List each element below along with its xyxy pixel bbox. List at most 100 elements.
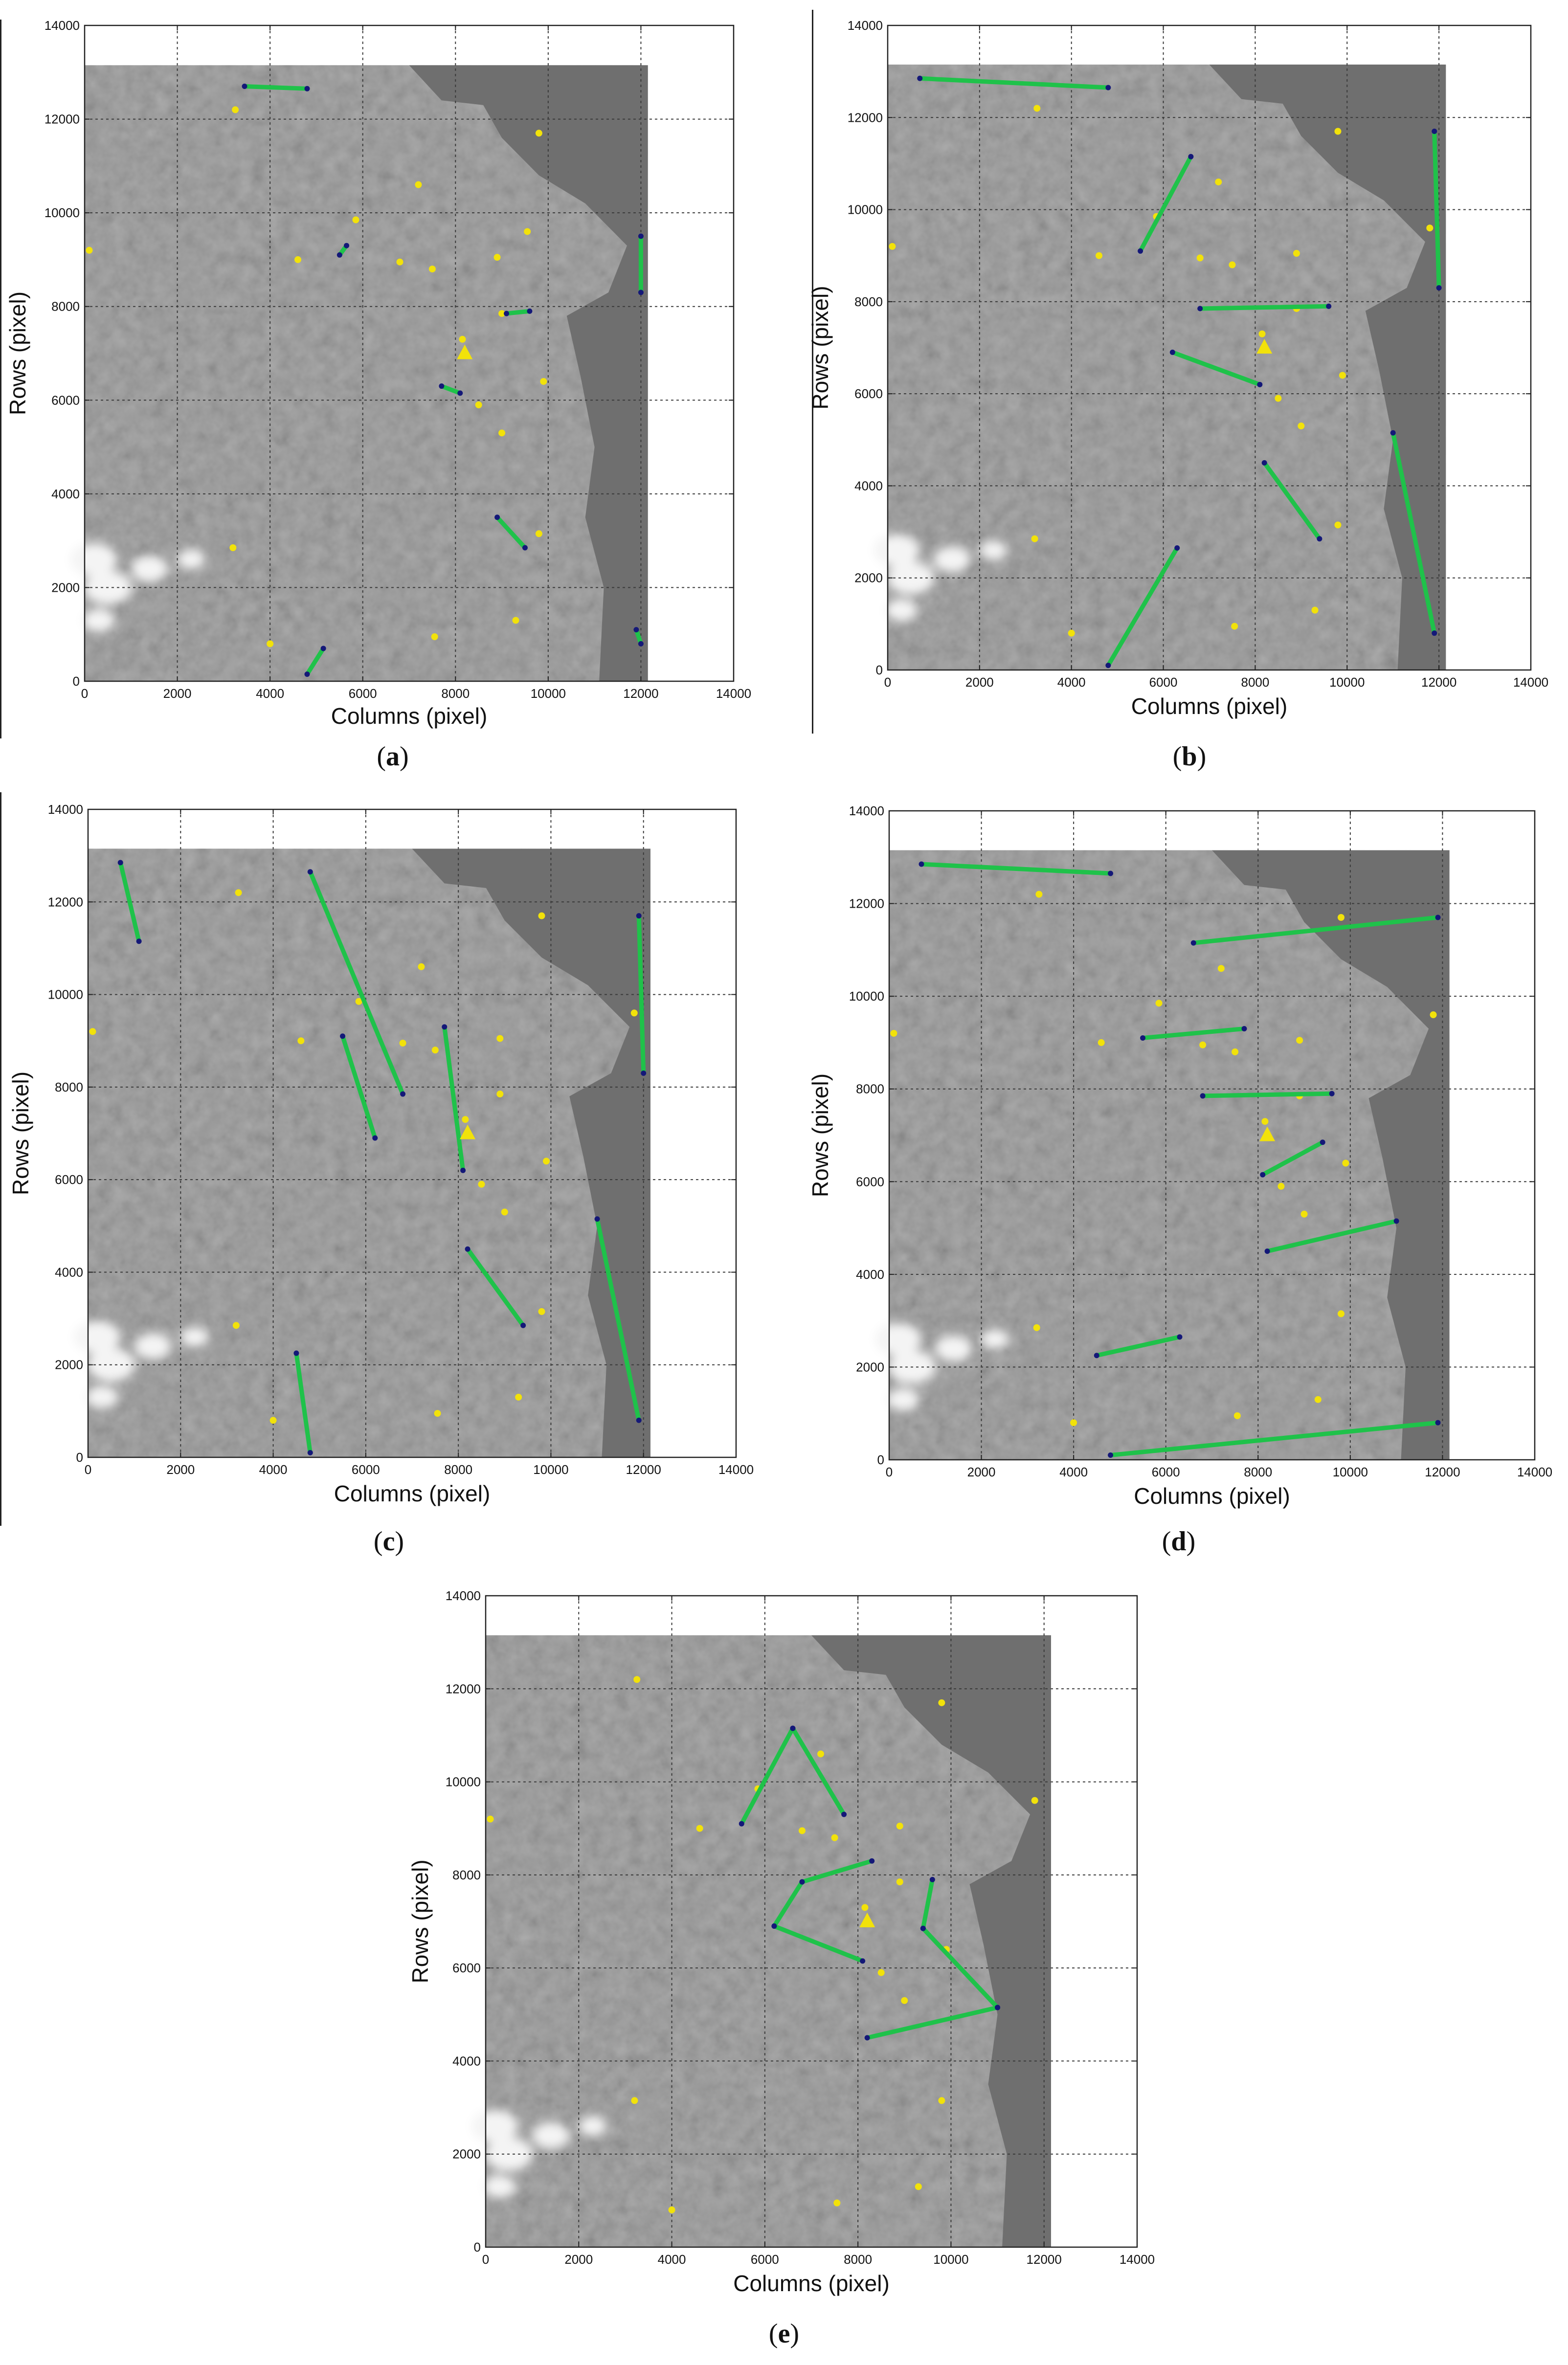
satellite-image <box>471 1635 1051 2247</box>
y-tick-label: 8000 <box>51 299 80 314</box>
check-line <box>1262 460 1322 541</box>
x-tick-label: 10000 <box>1333 1465 1368 1479</box>
x-tick-label: 10000 <box>933 2252 968 2267</box>
check-line <box>772 1879 805 1929</box>
cloud <box>483 2175 516 2198</box>
cloud <box>471 2110 518 2142</box>
line-endpoint <box>1436 285 1442 291</box>
cloud <box>933 546 971 573</box>
y-tick-label: 4000 <box>854 478 883 493</box>
y-axis-title: Rows (pixel) <box>5 291 30 415</box>
check-line <box>504 309 532 316</box>
cloud <box>885 599 918 622</box>
cloud <box>134 1333 172 1360</box>
gcp-point <box>235 889 242 896</box>
line-endpoint <box>920 1925 926 1931</box>
check-line <box>1198 304 1331 311</box>
image-clouds <box>875 1323 1009 1411</box>
x-axis-title: Columns (pixel) <box>334 1481 491 1506</box>
line-endpoint <box>504 311 510 316</box>
cloud <box>177 549 205 570</box>
gcp-point <box>1098 1039 1105 1046</box>
panel-b-left-border <box>812 10 813 734</box>
check-line <box>1106 546 1180 668</box>
x-tick-label: 0 <box>81 686 88 701</box>
gcp-point <box>1261 1118 1269 1125</box>
x-tick-label: 0 <box>85 1462 91 1477</box>
gcp-point <box>512 617 519 624</box>
y-tick-label: 4000 <box>55 1265 83 1279</box>
image-sea <box>1212 850 1450 1460</box>
x-tick-label: 8000 <box>844 2252 872 2267</box>
gcp-point <box>542 1158 550 1165</box>
gcp-point <box>535 530 542 537</box>
line-endpoint <box>799 1879 805 1885</box>
satellite-image <box>74 848 650 1457</box>
axes-frame <box>87 808 737 1458</box>
gcp-point <box>434 1410 441 1417</box>
gcp-point <box>1430 1011 1437 1019</box>
cloud <box>180 1327 209 1347</box>
check-line <box>118 860 141 944</box>
line-endpoint <box>1190 940 1196 946</box>
gcp-points <box>86 106 547 647</box>
panel-a-left-border <box>0 20 1 738</box>
gcp-point <box>896 1878 903 1886</box>
reference-triangle <box>460 1124 476 1139</box>
line-endpoint <box>293 1350 299 1356</box>
gcp-point <box>1231 623 1238 630</box>
line-endpoint <box>242 84 247 89</box>
y-tick-label: 2000 <box>856 1360 884 1374</box>
gcp-point <box>1033 105 1041 112</box>
x-axis-title: Columns (pixel) <box>1134 1483 1290 1509</box>
cloud <box>875 1323 922 1356</box>
x-tick-label: 14000 <box>1517 1465 1552 1479</box>
y-tick-label: 4000 <box>856 1267 884 1282</box>
check-line <box>1108 1420 1440 1458</box>
check-line <box>465 1247 526 1328</box>
y-tick-label: 14000 <box>48 802 83 817</box>
x-tick-label: 14000 <box>1120 2252 1155 2267</box>
x-tick-label: 12000 <box>1027 2252 1062 2267</box>
gcp-point <box>1229 261 1236 268</box>
gcp-point <box>1215 178 1222 186</box>
x-tick-label: 8000 <box>441 686 470 701</box>
gcp-point <box>1338 1310 1344 1317</box>
line-endpoint <box>494 514 500 520</box>
line-endpoint <box>1329 1091 1335 1096</box>
x-tick-label: 0 <box>482 2252 489 2267</box>
reference-triangle <box>457 344 473 359</box>
y-tick-label: 10000 <box>45 205 80 220</box>
gcp-point <box>396 258 403 266</box>
line-endpoint <box>1432 630 1437 636</box>
line-endpoint <box>869 1858 875 1864</box>
x-tick-label: 14000 <box>716 686 751 701</box>
line-endpoint <box>117 860 123 866</box>
y-tick-label: 6000 <box>51 393 80 407</box>
gcp-point <box>487 1815 494 1823</box>
y-tick-label: 6000 <box>55 1172 83 1187</box>
y-tick-label: 8000 <box>854 294 883 309</box>
check-line <box>918 76 1111 90</box>
line-endpoint <box>1393 1218 1399 1224</box>
line-endpoint <box>522 545 528 551</box>
line-endpoint <box>1105 85 1111 90</box>
image-clouds <box>74 1320 209 1409</box>
y-tick-label: 6000 <box>856 1174 884 1189</box>
check-line <box>790 1726 847 1817</box>
check-line <box>1170 350 1262 387</box>
x-tick-label: 8000 <box>1241 675 1270 690</box>
line-endpoint <box>136 938 142 944</box>
check-line <box>1265 1219 1399 1253</box>
x-tick-label: 12000 <box>626 1462 661 1477</box>
gcp-point <box>1155 1000 1163 1007</box>
y-tick-label: 14000 <box>45 18 80 33</box>
gcp-point <box>901 1997 908 2004</box>
image-sea <box>811 1635 1051 2247</box>
y-axis-title: Rows (pixel) <box>807 1073 833 1197</box>
gcp-point <box>501 1208 508 1216</box>
y-tick-label: 4000 <box>51 487 80 501</box>
gcp-point <box>415 181 422 188</box>
gcp-point <box>352 216 359 223</box>
check-line <box>636 914 646 1075</box>
